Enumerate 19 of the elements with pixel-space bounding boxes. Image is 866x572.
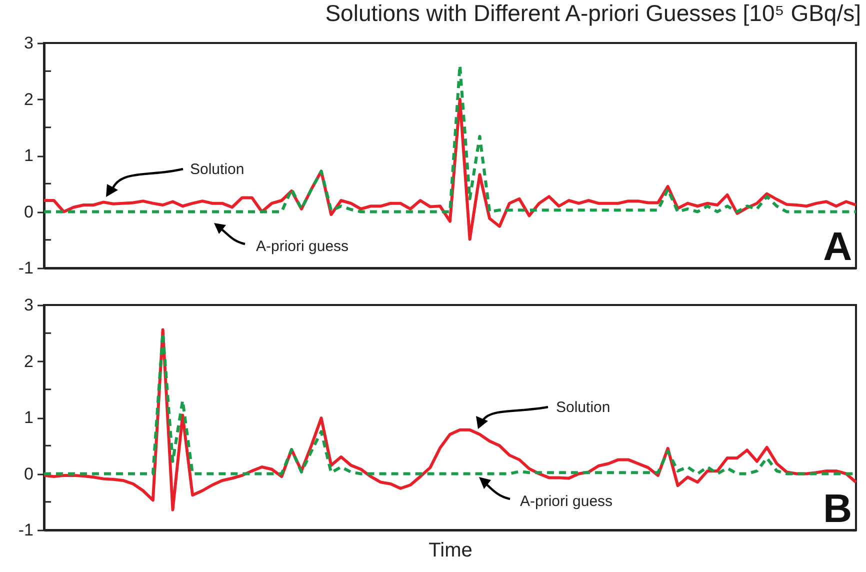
- y-tick-label: -1: [18, 258, 34, 278]
- y-tick-label: 0: [24, 464, 34, 484]
- series-label: A-priori guess: [256, 238, 349, 255]
- y-tick-label: 0: [24, 202, 34, 222]
- y-tick-label: 1: [24, 408, 34, 427]
- line-series: [42, 64, 858, 214]
- annotation: A: [823, 225, 852, 269]
- text: Solution: [556, 399, 610, 416]
- y-tick-label: 1: [24, 146, 34, 165]
- annotation: B: [823, 487, 852, 531]
- series-label: A-priori guess: [520, 493, 613, 510]
- y-tick-label: 3: [24, 34, 34, 52]
- x-axis-title: Time: [428, 540, 472, 562]
- series-label: Solution: [190, 161, 244, 178]
- y-tick-label: 3: [24, 296, 34, 314]
- y-tick-label: 2: [24, 352, 34, 371]
- y-tick-label: 2: [24, 90, 34, 109]
- y-tick-label: -1: [18, 520, 34, 540]
- chart-title: Solutions with Different A-priori Guesses [10⁵ GBq/s]: [325, 0, 861, 26]
